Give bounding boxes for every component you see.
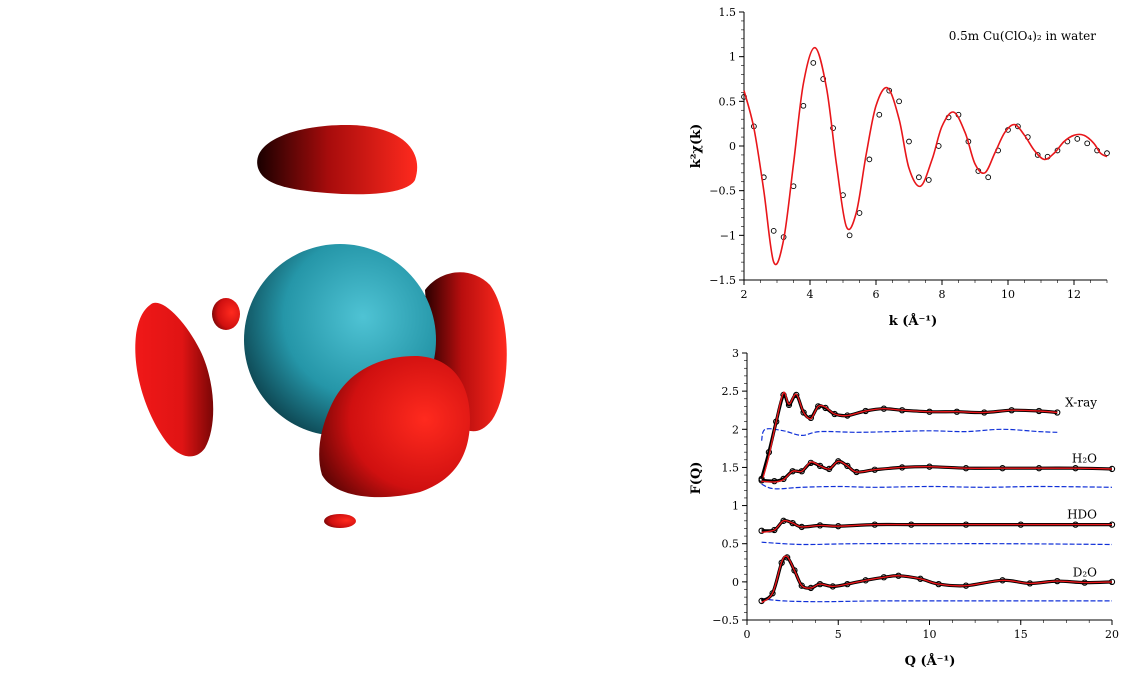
exafs-y-tick-label: −1 [720,229,736,242]
fq-x-tick-label: 10 [923,628,937,641]
fq-y-tick-label: 2.5 [722,385,740,398]
exafs-x-tick-label: 12 [1067,288,1081,301]
isosurface-visualization [135,124,507,528]
fq-h2o-label: H₂O [1072,451,1097,465]
exafs-data-point [846,232,853,239]
fq-x-tick-label: 0 [744,628,751,641]
small-bottom-lobe [324,514,356,528]
fq-y-tick-label: 0 [732,576,739,589]
exafs-data-point [925,177,932,183]
exafs-x-tick-label: 6 [873,288,880,301]
fq-axes: 0 5 10 15 20 −0.5 0 0.5 1 1.5 2 2.5 3 [712,347,1119,641]
exafs-data-point [886,87,893,94]
exafs-data-point [1084,140,1091,147]
exafs-data-point [810,60,817,66]
fq-h2o-data-band [761,459,1113,483]
exafs-data-point [1074,136,1081,142]
exafs-y-tick-label: 0 [729,140,736,153]
exafs-data-point [916,174,922,181]
exafs-data-point [866,156,873,163]
exafs-data-point [906,138,912,145]
fq-y-tick-label: 3 [732,347,739,360]
fq-xray-residual [761,428,1058,441]
exafs-x-tick-label: 2 [741,288,748,301]
fq-y-tick-label: −0.5 [712,614,739,627]
left-lobe [135,302,214,457]
fq-x-tick-label: 5 [835,628,842,641]
fq-xray-label: X-ray [1065,396,1097,410]
exafs-data-point [1054,147,1061,154]
fq-y-tick-label: 0.5 [722,538,740,551]
exafs-data-point [800,102,807,109]
exafs-axes: 2 4 6 8 10 12 −1.5 −1 −0.5 0 0.5 1 1.5 [709,6,1108,301]
exafs-data-point [1015,123,1021,130]
exafs-y-tick-label: −0.5 [709,185,736,198]
fq-x-tick-label: 20 [1105,628,1119,641]
exafs-data-point [1104,150,1110,156]
fq-y-tick-label: 2 [732,423,739,436]
fq-hdo-residual [761,541,1113,546]
fq-series-labels: X-ray H₂O HDO D₂O [1065,396,1097,580]
fq-series [758,391,1116,605]
exafs-x-tick-label: 4 [807,288,814,301]
exafs-y-tick-label: 1.5 [719,6,737,19]
fq-x-axis-label: Q (Å⁻¹) [905,653,956,669]
front-right-lobe [319,355,470,498]
exafs-x-tick-label: 10 [1001,288,1015,301]
fq-xray-fit-line [760,391,1058,483]
fq-d2o-label: D₂O [1073,566,1097,580]
fq-d2o-fit-line [761,555,1113,604]
small-upper-left-lobe [212,298,240,330]
exafs-series [741,46,1110,266]
fq-chart: 0 5 10 15 20 −0.5 0 0.5 1 1.5 2 2.5 3 X-ray H₂O HDO D₂O… [689,347,1119,669]
exafs-data-point [896,98,902,105]
fq-y-tick-label: 1.5 [722,461,740,474]
exafs-data-point [820,76,827,82]
fq-h2o-fit-line [761,460,1113,483]
exafs-fit-line [743,46,1108,266]
exafs-y-tick-label: 1 [729,51,736,64]
exafs-y-tick-label: 0.5 [719,95,737,108]
fq-y-axis-label: F(Q) [689,462,704,495]
exafs-annotation: 0.5m Cu(ClO₄)₂ in water [949,29,1097,43]
exafs-data-point [985,174,992,181]
exafs-data-point [856,210,863,216]
fq-y-tick-label: 1 [732,500,739,513]
fq-d2o-residual [761,598,1112,603]
exafs-x-axis-label: k (Å⁻¹) [889,313,937,329]
exafs-y-tick-label: −1.5 [709,274,736,287]
fq-hdo-label: HDO [1067,508,1097,522]
fq-xray-data-point [785,401,793,409]
exafs-data-point [876,111,883,118]
fq-hdo-fit-line [761,519,1112,533]
fq-x-tick-label: 15 [1014,628,1028,641]
exafs-chart: 2 4 6 8 10 12 −1.5 −1 −0.5 0 0.5 1 1.5 0.5m Cu(ClO₄)… [689,6,1110,329]
exafs-data-point [770,228,777,234]
exafs-x-tick-label: 8 [939,288,946,301]
exafs-data-point [1034,152,1041,158]
fq-h2o-residual [761,483,1113,490]
top-lobe [257,124,418,195]
exafs-y-axis-label: k²χ(k) [689,124,704,169]
exafs-data-point [830,125,836,131]
